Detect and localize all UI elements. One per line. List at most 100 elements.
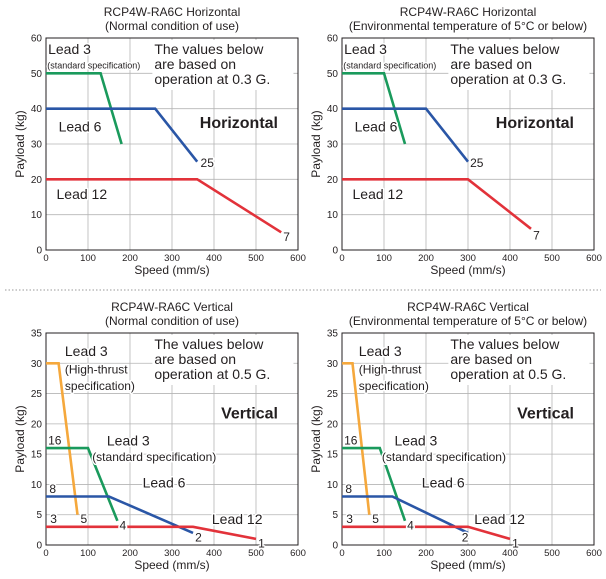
y-axis-label: Payload (kg): [13, 405, 27, 472]
y-tick-label: 5: [332, 510, 338, 521]
data-label: specification): [65, 379, 135, 393]
data-label: 3: [346, 512, 353, 526]
note-line: operation at 0.5 G.: [450, 366, 566, 382]
note-background: [152, 40, 294, 90]
y-tick-label: 15: [31, 450, 43, 461]
y-tick-label: 30: [327, 140, 339, 151]
y-axis-label: Payload (kg): [13, 110, 27, 177]
data-label: Lead 3: [107, 433, 150, 449]
note-line: The values below: [450, 41, 560, 57]
y-tick-label: 10: [31, 480, 43, 491]
x-tick-label: 100: [376, 253, 392, 264]
y-tick-label: 40: [327, 104, 339, 115]
data-label: Lead 6: [355, 119, 398, 135]
series-line-2: [342, 446, 407, 522]
y-tick-label: 10: [327, 210, 339, 221]
data-label: Lead 12: [353, 186, 404, 202]
data-label: 2: [462, 530, 469, 544]
x-tick-label: 200: [122, 548, 138, 559]
series-line-1: [46, 361, 79, 515]
series-line-2: [46, 107, 199, 163]
note-background: [448, 335, 590, 385]
series-line-3: [342, 495, 469, 535]
x-tick-label: 300: [164, 548, 180, 559]
y-tick-label: 30: [327, 359, 339, 370]
y-tick-label: 0: [36, 246, 42, 257]
data-label: 4: [407, 518, 414, 532]
x-tick-label: 500: [544, 253, 560, 264]
data-label: (High-thrust: [359, 363, 422, 377]
y-tick-label: 0: [332, 541, 338, 552]
series-line-1: [46, 72, 123, 145]
y-tick-label: 35: [31, 329, 43, 340]
note-line: are based on: [450, 351, 532, 367]
x-tick-label: 400: [206, 548, 222, 559]
note-line: operation at 0.3 G.: [450, 71, 566, 87]
y-tick-label: 30: [31, 140, 43, 151]
x-tick-label: 500: [248, 253, 264, 264]
x-tick-label: 200: [418, 548, 434, 559]
note-line: operation at 0.3 G.: [154, 71, 270, 87]
x-tick-label: 400: [206, 253, 222, 264]
chart-title: RCP4W-RA6C Vertical: [111, 300, 233, 314]
series-line-3: [46, 495, 194, 535]
x-tick-label: 0: [339, 253, 344, 264]
x-tick-label: 400: [502, 253, 518, 264]
x-axis-label: Speed (mm/s): [430, 263, 505, 277]
y-tick-label: 60: [327, 34, 339, 45]
data-label: Lead 3: [65, 343, 108, 359]
chart-4: RCP4W-RA6C Vertical(Environmental temper…: [309, 300, 602, 572]
y-tick-label: 20: [327, 175, 339, 186]
note-line: are based on: [450, 56, 532, 72]
x-tick-label: 300: [460, 253, 476, 264]
data-label: 16: [48, 433, 62, 447]
data-label: Lead 3: [344, 41, 387, 57]
x-tick-label: 400: [502, 548, 518, 559]
y-tick-label: 0: [332, 246, 338, 257]
y-tick-label: 20: [31, 175, 43, 186]
data-label: 2: [195, 530, 202, 544]
data-label: 1: [512, 536, 519, 550]
x-tick-label: 0: [43, 548, 48, 559]
series-line-3: [46, 178, 282, 234]
x-tick-label: 0: [339, 548, 344, 559]
data-label: specification): [359, 379, 429, 393]
y-tick-label: 40: [31, 104, 43, 115]
note-line: The values below: [154, 336, 264, 352]
y-axis-label: Payload (kg): [309, 110, 323, 177]
y-tick-label: 25: [327, 389, 339, 400]
y-tick-label: 0: [36, 541, 42, 552]
y-tick-label: 50: [31, 69, 43, 80]
chart-subtitle: (Normal condition of use): [105, 314, 239, 328]
x-tick-label: 100: [376, 548, 392, 559]
series-line-1: [342, 361, 371, 515]
y-tick-label: 35: [327, 329, 339, 340]
y-tick-label: 20: [327, 419, 339, 430]
data-label: 1: [258, 536, 265, 550]
x-axis-label: Speed (mm/s): [430, 558, 505, 572]
plot-frame: [341, 332, 595, 546]
data-label: 16: [344, 433, 358, 447]
data-label: Lead 12: [474, 511, 525, 527]
chart-subtitle: (Environmental temperature of 5°C or bel…: [349, 19, 587, 33]
data-label: 5: [80, 512, 87, 526]
data-label: 25: [201, 156, 215, 170]
plot-frame: [45, 332, 299, 546]
data-label: 5: [372, 512, 379, 526]
y-tick-label: 10: [327, 480, 339, 491]
data-label: Lead 3: [48, 41, 91, 57]
series-line-1: [342, 72, 407, 145]
data-label: (standard specification): [343, 61, 436, 71]
data-label: (standard specification): [382, 450, 506, 464]
data-label: 25: [470, 156, 484, 170]
orientation-label: Vertical: [517, 406, 574, 423]
x-axis-label: Speed (mm/s): [134, 263, 209, 277]
x-tick-label: 600: [290, 253, 306, 264]
chart-subtitle: (Environmental temperature of 5°C or bel…: [349, 314, 587, 328]
chart-title: RCP4W-RA6C Horizontal: [400, 5, 536, 19]
x-tick-label: 200: [418, 253, 434, 264]
data-label: 4: [120, 518, 127, 532]
note-line: The values below: [450, 336, 560, 352]
y-axis-label: Payload (kg): [309, 405, 323, 472]
